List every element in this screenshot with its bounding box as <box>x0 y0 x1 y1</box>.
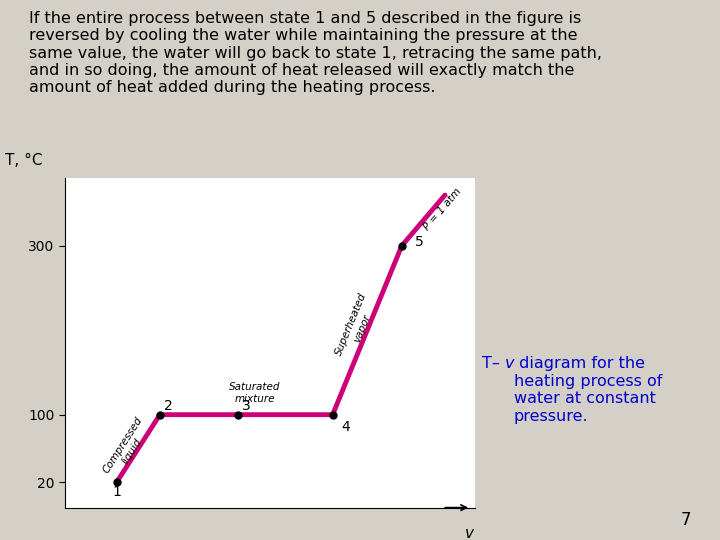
Text: 1: 1 <box>112 485 121 500</box>
Text: T–: T– <box>482 356 500 372</box>
Text: diagram for the
heating process of
water at constant
pressure.: diagram for the heating process of water… <box>514 356 662 423</box>
Text: 2: 2 <box>164 399 173 413</box>
Text: 5: 5 <box>415 234 423 248</box>
Text: 7: 7 <box>680 511 691 529</box>
Text: Saturated
mixture: Saturated mixture <box>229 382 281 404</box>
Text: P = 1 atm: P = 1 atm <box>422 186 464 233</box>
Text: Compressed
liquid: Compressed liquid <box>101 415 154 482</box>
Text: v: v <box>464 526 474 540</box>
Text: 4: 4 <box>341 420 350 434</box>
Text: Superheated
vapor: Superheated vapor <box>333 291 379 361</box>
Text: 3: 3 <box>242 399 251 413</box>
Text: If the entire process between state 1 and 5 described in the figure is
reversed : If the entire process between state 1 an… <box>29 11 602 96</box>
Y-axis label: T, °C: T, °C <box>5 153 42 168</box>
Text: v: v <box>505 356 515 372</box>
